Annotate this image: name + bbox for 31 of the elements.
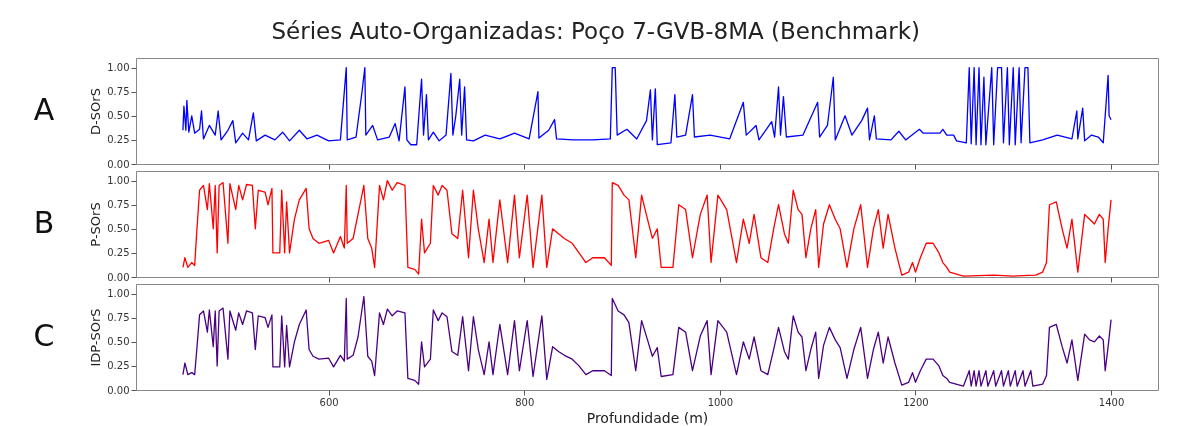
y-axis-title: IDP-SOrS: [88, 308, 104, 367]
y-tick-label: 1.00: [107, 288, 130, 300]
x-axis-title: Profundidade (m): [586, 409, 709, 426]
y-tick-label: 0.00: [107, 158, 130, 170]
y-tick-label: 0.75: [107, 199, 130, 211]
x-tick-label: 1400: [1098, 396, 1125, 408]
chart-title: Séries Auto-Organizadas: Poço 7-GVB-8MA (Benchmark): [271, 17, 921, 44]
text: B: [33, 205, 55, 240]
y-tick-label: 0.00: [107, 384, 130, 396]
y-tick-label: 0.75: [107, 86, 130, 98]
x-tick-label: 1000: [707, 396, 734, 408]
y-tick-label: 1.00: [107, 175, 130, 187]
y-tick-label: 0.25: [107, 134, 130, 146]
y-tick-label: 0.50: [107, 110, 130, 122]
y-tick-label: 1.00: [107, 62, 130, 74]
y-tick-label: 0.50: [107, 223, 130, 235]
line-series: [182, 66, 1112, 146]
y-axis-title: D-SOrS: [88, 88, 104, 135]
y-tick-label: 0.25: [107, 247, 130, 259]
y-tick-label: 0.50: [107, 336, 130, 348]
line-series: [182, 295, 1112, 387]
y-axis-title: P-SOrS: [88, 202, 104, 247]
line-series: [182, 179, 1112, 277]
x-tick-label: 1200: [903, 396, 929, 408]
y-tick-label: 0.25: [107, 360, 130, 372]
y-tick-label: 0.00: [107, 271, 130, 283]
x-tick-label: 800: [515, 396, 535, 408]
text: C: [33, 318, 55, 353]
y-tick-label: 0.75: [107, 312, 130, 324]
text: A: [33, 92, 55, 127]
x-tick-label: 600: [319, 396, 339, 408]
